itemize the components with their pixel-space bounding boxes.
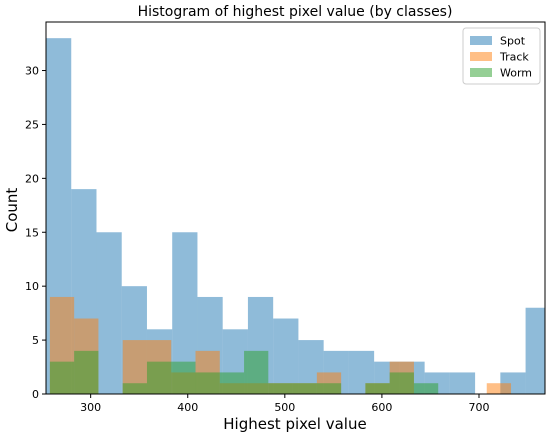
legend-label-worm: Worm — [500, 67, 532, 80]
worm-bar — [316, 383, 342, 394]
legend-label-spot: Spot — [500, 35, 526, 48]
x-tick-label: 400 — [177, 401, 198, 414]
worm-bar — [219, 372, 245, 394]
x-axis: 300 400 500 600 700 — [80, 394, 489, 414]
spot-bar — [525, 307, 545, 394]
worm-bar — [413, 383, 439, 394]
worm-bar — [244, 350, 269, 394]
spot-bar — [449, 372, 476, 394]
worm-bar — [195, 372, 220, 394]
worm-bar — [146, 361, 172, 394]
bars-layer — [46, 38, 545, 394]
y-axis-title: Count — [3, 188, 21, 233]
legend-swatch-spot — [470, 36, 492, 45]
worm-bar — [74, 350, 99, 394]
legend-swatch-worm — [470, 68, 492, 77]
legend-swatch-track — [470, 52, 492, 61]
worm-bar — [389, 372, 414, 394]
worm-bar — [292, 383, 317, 394]
worm-bar — [171, 361, 196, 394]
x-tick-label: 700 — [468, 401, 489, 414]
track-bar — [486, 383, 512, 394]
y-tick-label: 10 — [25, 280, 39, 293]
y-axis: 0 5 10 15 20 25 30 — [25, 65, 46, 401]
plot-frame — [45, 21, 546, 395]
spot-bar — [273, 318, 299, 394]
legend-label-track: Track — [499, 51, 529, 64]
worm-bar — [122, 383, 147, 394]
x-tick-label: 500 — [274, 401, 295, 414]
x-tick-label: 300 — [80, 401, 101, 414]
y-tick-label: 30 — [25, 65, 39, 78]
y-tick-label: 25 — [25, 118, 39, 131]
y-tick-label: 5 — [32, 334, 39, 347]
chart-title: Histogram of highest pixel value (by cla… — [138, 4, 453, 20]
x-axis-title: Highest pixel value — [223, 415, 366, 433]
worm-bar — [365, 383, 390, 394]
worm-bar — [268, 383, 293, 394]
y-tick-label: 0 — [32, 388, 39, 401]
x-tick-label: 600 — [371, 401, 392, 414]
y-tick-label: 15 — [25, 226, 39, 239]
legend: Spot Track Worm — [462, 27, 541, 85]
worm-bar — [49, 361, 75, 394]
spot-bar — [96, 232, 122, 394]
y-tick-label: 20 — [25, 172, 39, 185]
